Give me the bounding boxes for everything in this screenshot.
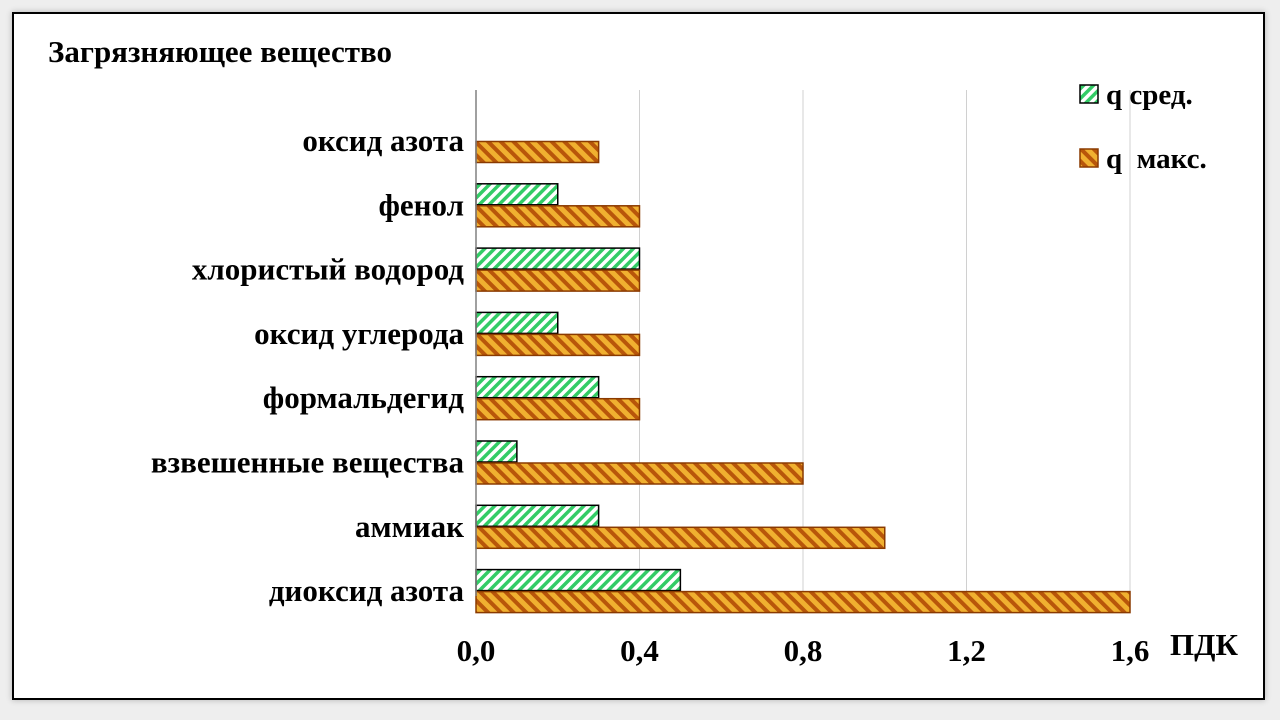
x-tick-label: 0,8 (784, 633, 823, 668)
bar-q-avg (475, 183, 559, 206)
grid-lines (639, 90, 1131, 596)
bar-q-max (475, 333, 641, 357)
bar-q-avg (475, 504, 600, 528)
bar-chart: оксид азота фенол хлористый водород оксид у… (48, 34, 1238, 668)
category-label: оксид азота (302, 123, 464, 158)
bar-q-max (475, 462, 804, 485)
bar-q-avg (475, 568, 682, 592)
tick-labels: 0,0 0,4 0,8 1,2 1,6 (457, 633, 1150, 668)
bars (475, 140, 1131, 614)
chart-frame: оксид азота фенол хлористый водород оксид у… (12, 12, 1265, 700)
bar-q-max (475, 205, 641, 228)
x-tick-label: 0,4 (620, 633, 659, 668)
bar-q-max (475, 397, 641, 421)
chart-title: Загрязняющее вещество (48, 34, 392, 69)
bar-q-max (475, 140, 600, 164)
category-labels: оксид азота фенол хлористый водород оксид у… (151, 123, 465, 608)
category-label: фенол (378, 187, 464, 222)
category-label: взвешенные вещества (151, 445, 465, 480)
bar-q-max (475, 590, 1131, 614)
category-label: аммиак (355, 509, 464, 544)
legend-label-q-avg: q сред. (1106, 79, 1193, 111)
bar-q-avg (475, 311, 559, 335)
bar-q-avg (475, 247, 641, 270)
category-label: диоксид азота (269, 573, 465, 608)
legend-label-q-max: q макс. (1106, 143, 1207, 175)
category-label: формальдегид (263, 380, 465, 415)
bar-q-avg (475, 375, 600, 399)
bar-q-avg (475, 440, 518, 463)
x-tick-label: 1,6 (1111, 633, 1150, 668)
category-label: оксид углерода (254, 316, 464, 351)
bar-q-max (475, 269, 641, 292)
legend: q сред. q макс. (1079, 79, 1207, 175)
x-tick-label: 1,2 (947, 633, 986, 668)
bar-q-max (475, 526, 886, 550)
category-label: хлористый водород (192, 252, 464, 287)
legend-swatch-q-max (1079, 148, 1099, 168)
x-axis-label: ПДК (1170, 627, 1238, 662)
legend-swatch-q-avg (1079, 84, 1099, 104)
x-tick-label: 0,0 (457, 633, 496, 668)
